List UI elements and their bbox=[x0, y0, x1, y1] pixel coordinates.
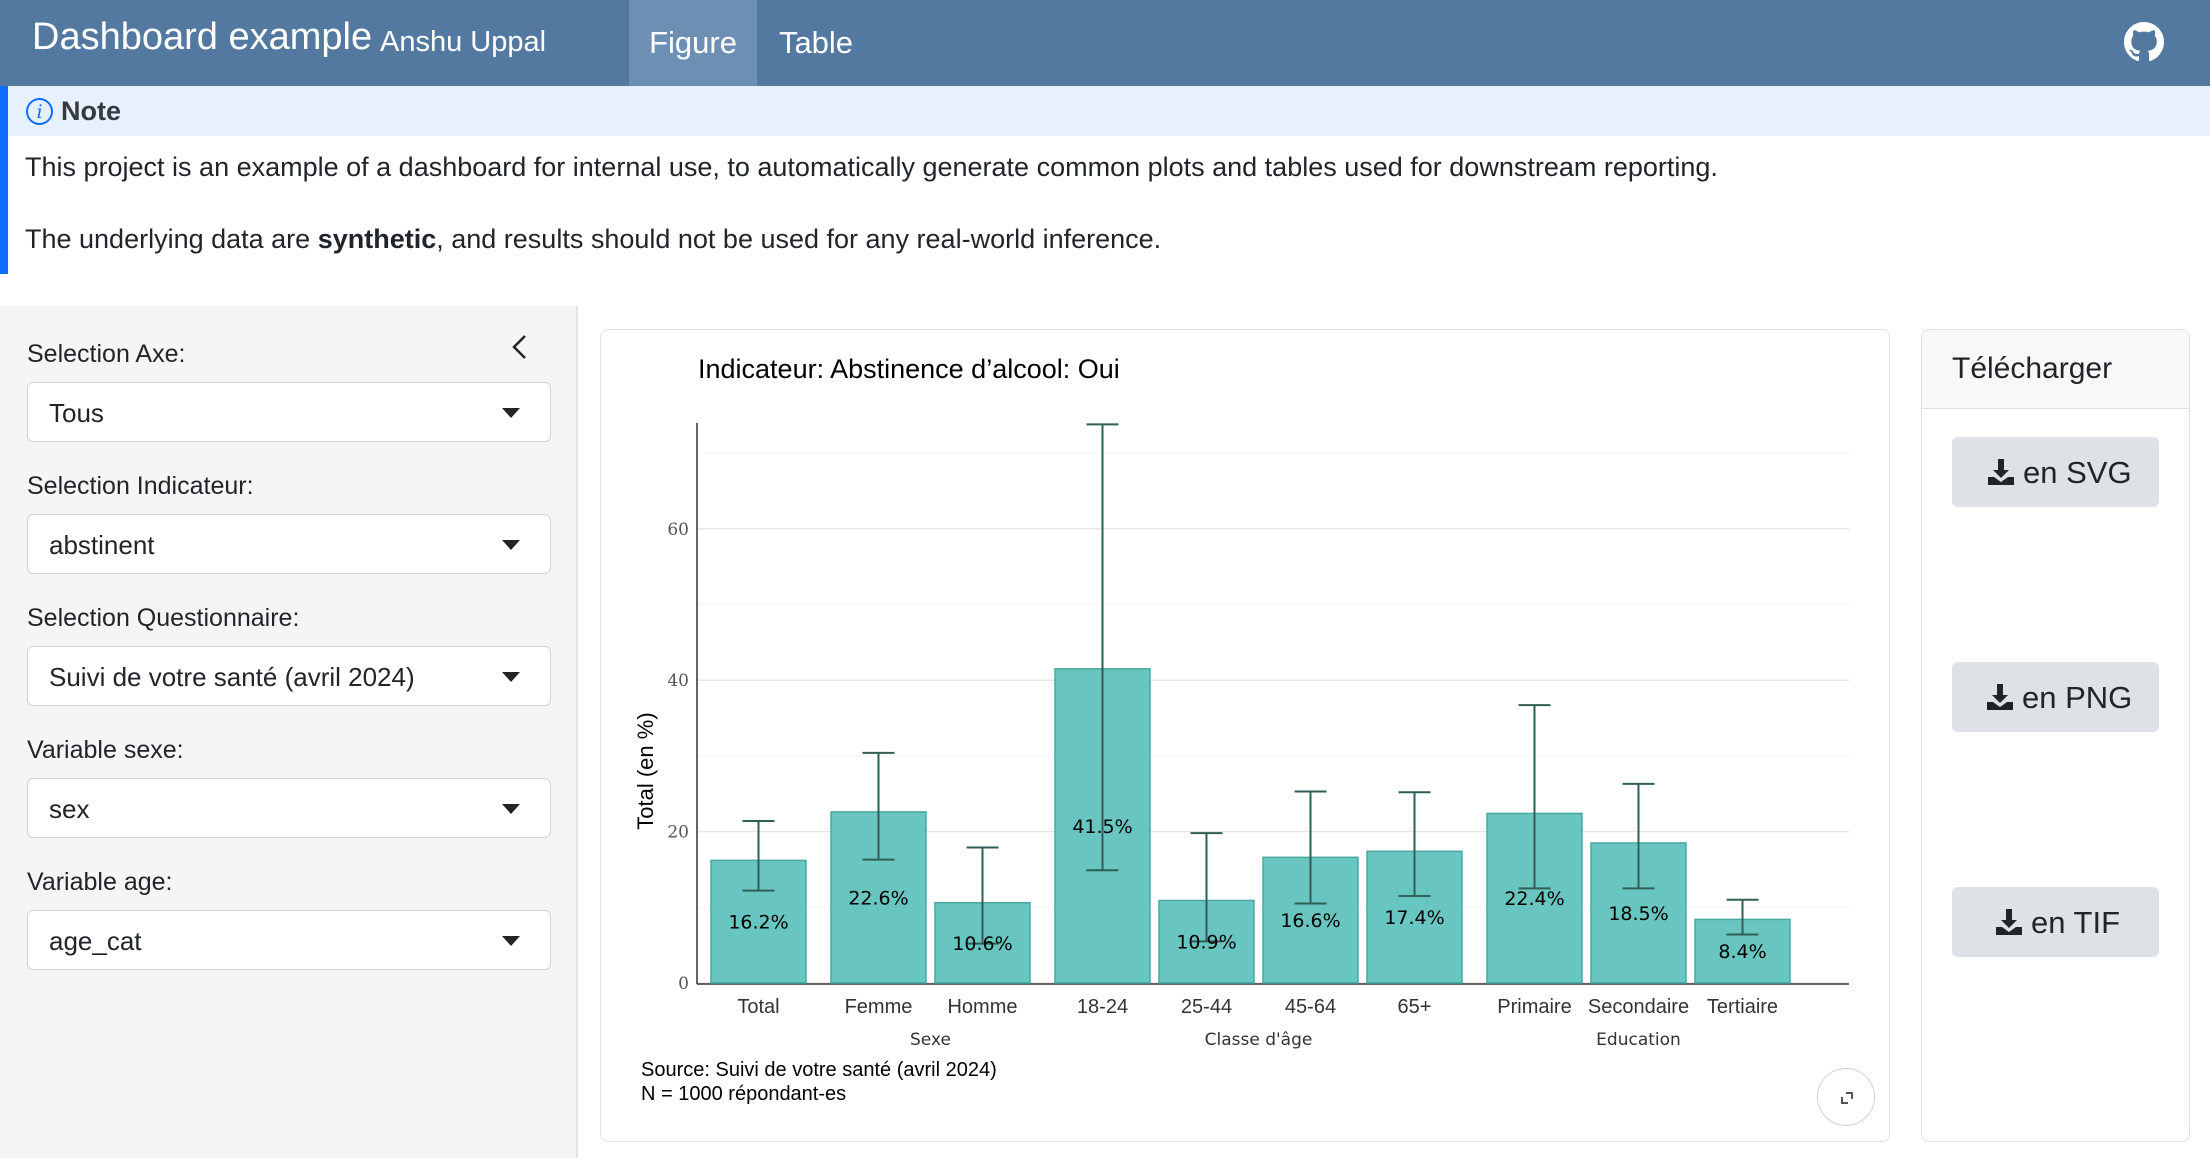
data-label: 10.9% bbox=[1176, 932, 1236, 954]
chevron-down-icon bbox=[502, 672, 520, 682]
selection-axe-label: Selection Axe: bbox=[27, 340, 186, 368]
x-tick-label: 25-44 bbox=[1181, 996, 1232, 1018]
variable-age-select[interactable]: age_cat bbox=[27, 910, 551, 970]
note-line-1: This project is an example of a dashboar… bbox=[25, 152, 1718, 182]
selection-questionnaire-select[interactable]: Suivi de votre santé (avril 2024) bbox=[27, 646, 551, 706]
variable-sexe-label: Variable sexe: bbox=[27, 736, 184, 764]
selection-axe-value: Tous bbox=[49, 398, 104, 428]
note-callout: i Note This project is an example of a d… bbox=[0, 86, 2210, 274]
selection-questionnaire-value: Suivi de votre santé (avril 2024) bbox=[49, 662, 415, 692]
info-icon: i bbox=[26, 98, 53, 125]
download-png-label: en PNG bbox=[2022, 680, 2133, 715]
variable-age-label: Variable age: bbox=[27, 868, 173, 896]
variable-sexe-select[interactable]: sex bbox=[27, 778, 551, 838]
y-tick-label: 0 bbox=[678, 974, 689, 994]
x-tick-label: Homme bbox=[947, 996, 1017, 1018]
chevron-down-icon bbox=[502, 408, 520, 418]
data-label: 17.4% bbox=[1384, 907, 1444, 929]
y-tick-label: 20 bbox=[667, 823, 689, 843]
download-tif-button[interactable]: en TIF bbox=[1952, 887, 2159, 957]
x-tick-label: 45-64 bbox=[1285, 996, 1336, 1018]
variable-sexe-value: sex bbox=[49, 794, 90, 824]
data-label: 10.6% bbox=[952, 933, 1012, 955]
group-label: Education bbox=[1596, 1030, 1681, 1050]
y-tick-label: 60 bbox=[667, 520, 689, 540]
data-label: 22.4% bbox=[1504, 888, 1564, 910]
expand-button[interactable] bbox=[1817, 1068, 1875, 1126]
download-icon bbox=[1987, 684, 2013, 710]
sidebar: Selection Axe: Tous Selection Indicateur… bbox=[0, 306, 578, 1158]
y-axis-label: Total (en %) bbox=[633, 712, 658, 829]
group-label: Sexe bbox=[910, 1030, 951, 1050]
download-svg-label: en SVG bbox=[2023, 455, 2132, 490]
chart-source: Source: Suivi de votre santé (avril 2024… bbox=[641, 1059, 997, 1081]
chart-title: Indicateur: Abstinence d’alcool: Oui bbox=[698, 354, 1120, 384]
selection-axe-select[interactable]: Tous bbox=[27, 382, 551, 442]
x-tick-label: Tertiaire bbox=[1707, 996, 1778, 1018]
chevron-down-icon bbox=[502, 936, 520, 946]
selection-indicateur-select[interactable]: abstinent bbox=[27, 514, 551, 574]
x-tick-label: 18-24 bbox=[1077, 996, 1128, 1018]
y-tick-label: 40 bbox=[667, 671, 689, 691]
x-tick-label: Total bbox=[737, 996, 779, 1018]
x-tick-label: Femme bbox=[845, 996, 913, 1018]
selection-indicateur-value: abstinent bbox=[49, 530, 155, 560]
tab-figure[interactable]: Figure bbox=[629, 0, 757, 86]
expand-icon bbox=[1841, 1092, 1853, 1104]
app-author: Anshu Uppal bbox=[380, 26, 547, 58]
github-icon[interactable] bbox=[2124, 22, 2164, 62]
variable-age-value: age_cat bbox=[49, 926, 142, 956]
selection-questionnaire-label: Selection Questionnaire: bbox=[27, 604, 300, 632]
group-label: Classe d'âge bbox=[1205, 1030, 1313, 1050]
navbar: Dashboard example Anshu Uppal Figure Tab… bbox=[0, 0, 2210, 86]
x-tick-label: 65+ bbox=[1398, 996, 1432, 1018]
data-label: 41.5% bbox=[1072, 816, 1132, 838]
download-icon bbox=[1988, 459, 2014, 485]
collapse-sidebar-icon[interactable] bbox=[505, 330, 535, 364]
x-tick-label: Primaire bbox=[1497, 996, 1571, 1018]
note-line-2: The underlying data are synthetic, and r… bbox=[25, 224, 1162, 254]
download-tif-label: en TIF bbox=[2031, 905, 2121, 940]
download-title: Télécharger bbox=[1952, 352, 2113, 385]
download-png-button[interactable]: en PNG bbox=[1952, 662, 2159, 732]
download-svg-button[interactable]: en SVG bbox=[1952, 437, 2159, 507]
app-title[interactable]: Dashboard example bbox=[32, 16, 373, 58]
data-label: 18.5% bbox=[1608, 903, 1668, 925]
download-card-header: Télécharger bbox=[1922, 330, 2189, 409]
data-label: 8.4% bbox=[1718, 941, 1766, 963]
download-icon bbox=[1996, 909, 2022, 935]
chevron-down-icon bbox=[502, 540, 520, 550]
note-header: i Note bbox=[8, 86, 2210, 136]
data-label: 16.6% bbox=[1280, 910, 1340, 932]
chevron-down-icon bbox=[502, 804, 520, 814]
selection-indicateur-label: Selection Indicateur: bbox=[27, 472, 254, 500]
x-tick-label: Secondaire bbox=[1588, 996, 1689, 1018]
chart-n: N = 1000 répondant-es bbox=[641, 1083, 847, 1105]
download-card: Télécharger en SVG en PNG en TIF bbox=[1921, 329, 2190, 1142]
data-label: 16.2% bbox=[728, 912, 788, 934]
data-label: 22.6% bbox=[848, 887, 908, 909]
note-title: Note bbox=[61, 96, 121, 126]
figure-card: 0 20 40 60 Indicateur: Abstinence d’alcool: … bbox=[600, 329, 1890, 1142]
tab-table[interactable]: Table bbox=[778, 25, 854, 60]
bar-chart: 0 20 40 60 Indicateur: Abstinence d’alcool: … bbox=[633, 354, 1849, 1050]
